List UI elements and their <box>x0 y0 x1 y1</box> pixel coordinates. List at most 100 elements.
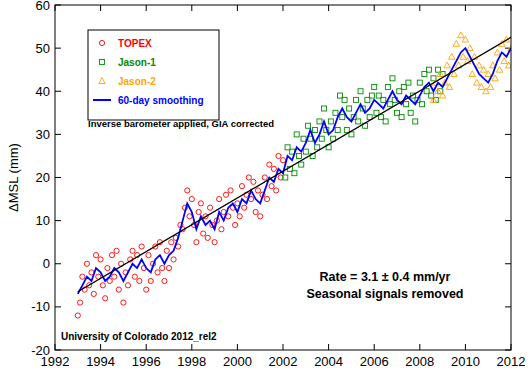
legend-label: Jason-2 <box>118 76 156 87</box>
point <box>322 106 327 111</box>
x-tick <box>237 344 238 350</box>
x-tick-top <box>100 5 101 11</box>
point <box>205 235 210 240</box>
point <box>155 270 160 275</box>
point <box>103 296 108 301</box>
point <box>383 119 388 124</box>
point <box>223 192 228 197</box>
x-tick-label: 2008 <box>405 354 434 369</box>
y-tick-right <box>505 220 511 221</box>
point <box>317 119 322 124</box>
point <box>390 76 395 81</box>
point <box>356 119 361 124</box>
legend-label: TOPEX <box>118 38 152 49</box>
point <box>303 149 308 154</box>
x-tick-label: 1994 <box>86 354 115 369</box>
point <box>132 274 137 279</box>
point <box>420 102 425 107</box>
point <box>467 45 473 51</box>
x-tick-label: 2002 <box>269 354 298 369</box>
point <box>446 84 452 90</box>
point <box>333 110 338 115</box>
point <box>406 80 411 85</box>
y-tick-label: 50 <box>36 41 50 56</box>
point <box>121 300 126 305</box>
point <box>194 240 199 245</box>
x-tick-top <box>419 5 420 11</box>
point <box>458 32 464 38</box>
point <box>469 71 475 77</box>
x-tick <box>191 344 192 350</box>
x-tick <box>283 344 284 350</box>
point <box>306 123 311 128</box>
x-tick-top <box>328 5 329 11</box>
y-tick <box>55 91 61 92</box>
point <box>130 248 135 253</box>
point <box>312 128 317 133</box>
y-tick-right <box>505 177 511 178</box>
point <box>196 209 201 214</box>
point <box>264 196 269 201</box>
y-tick-right <box>505 91 511 92</box>
point <box>93 253 98 258</box>
point <box>462 36 468 42</box>
point <box>242 205 247 210</box>
point <box>237 214 242 219</box>
x-tick-label: 2006 <box>360 354 389 369</box>
point <box>146 253 151 258</box>
y-tick-right <box>505 134 511 135</box>
point <box>253 209 258 214</box>
point <box>228 188 233 193</box>
scatter-series <box>430 32 511 102</box>
point <box>417 80 422 85</box>
point <box>478 84 484 90</box>
point <box>413 119 418 124</box>
point <box>335 128 340 133</box>
point <box>340 115 345 120</box>
legend-marker <box>99 78 105 84</box>
annotation: University of Colorado 2012_rel2 <box>61 331 217 342</box>
point <box>219 227 224 232</box>
point <box>347 106 352 111</box>
y-tick-label: 40 <box>36 84 50 99</box>
point <box>98 257 103 262</box>
point <box>91 291 96 296</box>
point <box>501 58 507 64</box>
x-tick-label: 1998 <box>177 354 206 369</box>
annotation: Inverse barometer applied, GIA corrected <box>88 118 274 129</box>
annotation: Rate = 3.1 ± 0.4 mm/yr <box>320 270 451 284</box>
y-tick-label: 0 <box>43 256 50 271</box>
trend-line <box>78 37 511 291</box>
point <box>144 287 149 292</box>
y-tick-label: 30 <box>36 127 50 142</box>
point <box>114 248 119 253</box>
y-tick <box>55 177 61 178</box>
legend-marker <box>100 60 105 65</box>
smoothing-line <box>78 48 511 294</box>
annotation: Seasonal signals removed <box>306 287 463 301</box>
point <box>164 248 169 253</box>
point <box>435 88 441 94</box>
plot-frame <box>55 5 511 350</box>
legend: TOPEXJason-1Jason-260-day smoothing <box>88 30 219 120</box>
point <box>294 132 299 137</box>
point <box>353 97 358 102</box>
point <box>480 66 486 72</box>
legend-box <box>88 30 219 120</box>
point <box>187 214 192 219</box>
point <box>276 153 281 158</box>
point <box>262 175 267 180</box>
point <box>100 283 105 288</box>
y-tick-label: -10 <box>31 299 50 314</box>
x-tick-top <box>465 5 466 11</box>
point <box>84 261 89 266</box>
y-tick <box>55 48 61 49</box>
y-tick-label: 10 <box>36 213 50 228</box>
point <box>255 188 260 193</box>
point <box>212 240 217 245</box>
x-tick-label: 2012 <box>497 354 526 369</box>
x-tick-top <box>237 5 238 11</box>
point <box>166 265 171 270</box>
x-tick <box>419 344 420 350</box>
point <box>460 53 466 59</box>
